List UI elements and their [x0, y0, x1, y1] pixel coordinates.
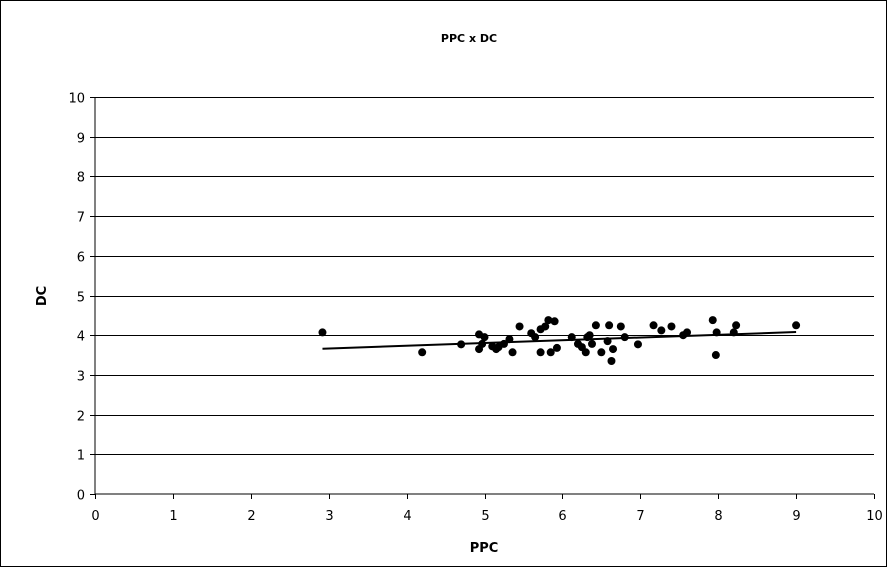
data-point [649, 321, 658, 330]
y-ticks: 0 1 2 3 4 5 6 7 8 9 10 [68, 92, 95, 504]
data-point [508, 348, 517, 357]
data-point [544, 316, 553, 325]
data-point [616, 322, 625, 331]
y-tick-label: 8 [77, 171, 85, 186]
data-point [550, 317, 559, 326]
data-point [581, 348, 590, 357]
y-tick-label: 10 [68, 92, 85, 107]
data-point [531, 333, 540, 342]
y-tick-label: 6 [77, 251, 85, 266]
data-point [567, 333, 576, 342]
x-tick-label: 8 [714, 509, 722, 524]
data-point [609, 345, 618, 354]
data-point [732, 321, 741, 330]
data-points [318, 316, 801, 366]
data-point [620, 333, 629, 342]
x-tick-label: 2 [247, 509, 255, 524]
data-point [597, 348, 606, 357]
x-tick-label: 1 [169, 509, 177, 524]
data-point [605, 321, 614, 330]
chart-title: PPC x DC [441, 32, 497, 45]
data-point [478, 339, 487, 348]
x-tick-label: 9 [792, 509, 800, 524]
data-point [536, 348, 545, 357]
y-tick-label: 2 [77, 410, 85, 425]
y-tick-label: 7 [77, 211, 85, 226]
data-point [418, 348, 427, 357]
data-point [591, 321, 600, 330]
data-point [667, 322, 676, 331]
data-point [546, 348, 555, 357]
y-tick-label: 1 [77, 449, 85, 464]
data-point [499, 339, 508, 348]
data-point [457, 340, 466, 349]
data-point [729, 328, 738, 337]
data-point [711, 351, 720, 360]
x-tick-label: 4 [403, 509, 411, 524]
data-point [515, 322, 524, 331]
x-ticks: 0 1 2 3 4 5 6 7 8 9 10 [91, 494, 883, 524]
data-point [657, 326, 666, 335]
data-point [712, 328, 721, 337]
y-tick-label: 3 [77, 370, 85, 385]
y-tick-label: 9 [77, 132, 85, 147]
data-point [541, 322, 550, 331]
x-tick-label: 0 [91, 509, 99, 524]
data-point [607, 357, 616, 366]
data-point [633, 340, 642, 349]
y-tick-label: 4 [77, 330, 85, 345]
x-tick-label: 3 [325, 509, 333, 524]
data-point [792, 321, 801, 330]
data-point [318, 328, 327, 337]
x-tick-label: 10 [866, 509, 883, 524]
x-tick-label: 6 [558, 509, 566, 524]
data-point [505, 335, 514, 344]
x-tick-label: 7 [636, 509, 644, 524]
x-axis-title: PPC [470, 541, 499, 556]
gridlines [95, 97, 874, 455]
y-tick-label: 0 [77, 489, 85, 504]
y-axis-title: DC [35, 286, 50, 306]
y-tick-label: 5 [77, 291, 85, 306]
data-point [552, 343, 561, 352]
data-point [585, 331, 594, 340]
data-point [588, 339, 597, 348]
data-point [603, 337, 612, 346]
axes [94, 97, 874, 495]
data-point [708, 316, 717, 325]
data-point [480, 333, 489, 342]
data-point [683, 328, 692, 337]
x-tick-label: 5 [481, 509, 489, 524]
